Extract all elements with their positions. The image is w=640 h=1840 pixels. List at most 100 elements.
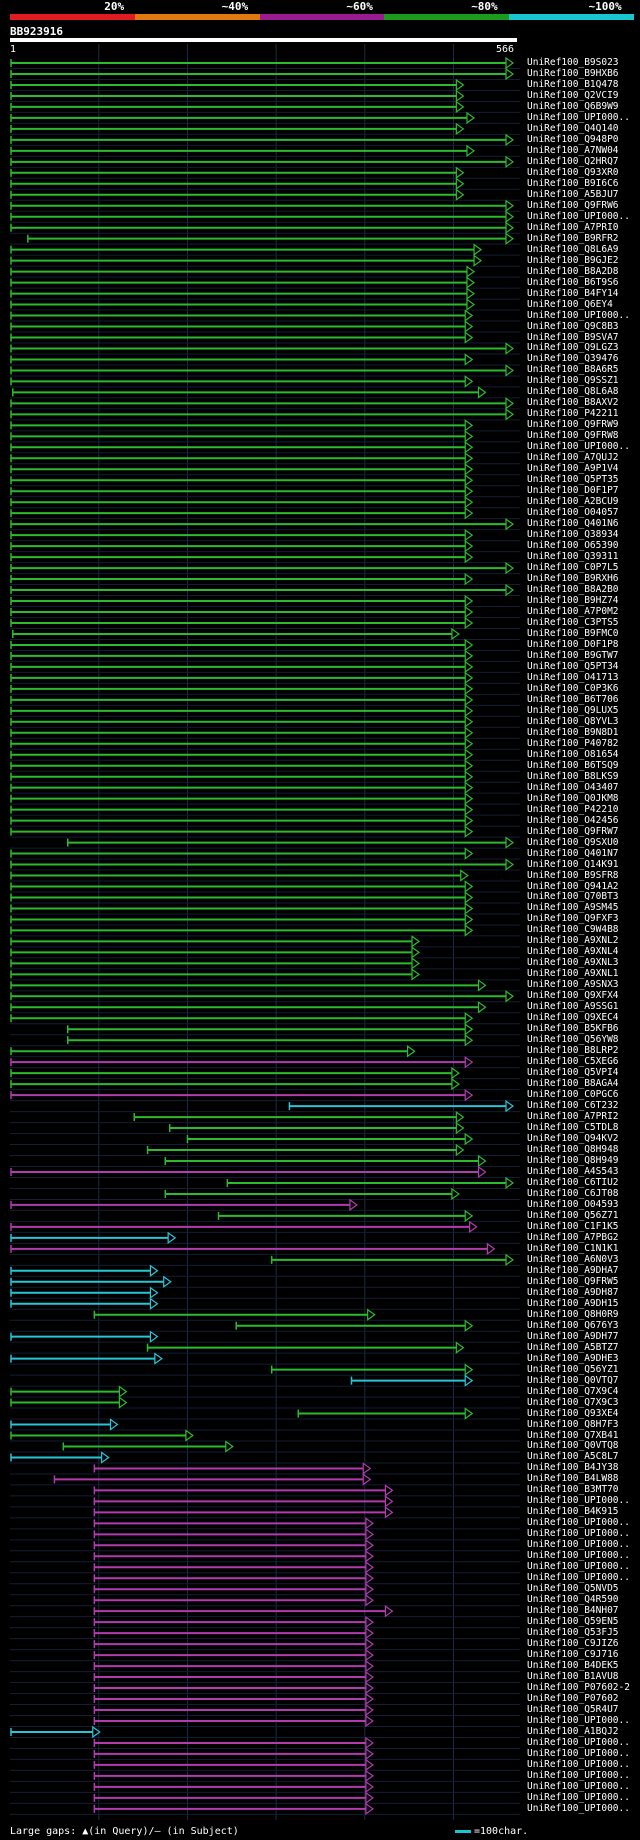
hit-label[interactable]: UniRef100_C5XEG6 bbox=[527, 1056, 619, 1068]
hit-label[interactable]: UniRef100_Q8H948 bbox=[527, 1144, 619, 1156]
hit-label[interactable]: UniRef100_A7PRI0 bbox=[527, 221, 619, 233]
hit-label[interactable]: UniRef100_Q9SXU0 bbox=[527, 836, 619, 848]
hit-label[interactable]: UniRef100_Q14K91 bbox=[527, 858, 619, 870]
hit-label[interactable]: UniRef100_Q401N7 bbox=[527, 847, 619, 859]
hit-label[interactable]: UniRef100_Q0VTQ7 bbox=[527, 1374, 619, 1386]
hit-label[interactable]: UniRef100_UPI000.. bbox=[527, 1495, 630, 1507]
hit-label[interactable]: UniRef100_C9J716 bbox=[527, 1649, 619, 1661]
hit-label[interactable]: UniRef100_B9SFR8 bbox=[527, 869, 619, 881]
hit-label[interactable]: UniRef100_UPI000.. bbox=[527, 1714, 630, 1726]
hit-label[interactable]: UniRef100_B9HZ74 bbox=[527, 595, 619, 607]
hit-label[interactable]: UniRef100_A4S543 bbox=[527, 1165, 619, 1177]
hit-label[interactable]: UniRef100_Q6EY4 bbox=[527, 298, 613, 310]
hit-label[interactable]: UniRef100_Q5NVD5 bbox=[527, 1583, 619, 1595]
hit-label[interactable]: UniRef100_A6N0V3 bbox=[527, 1253, 619, 1265]
hit-label[interactable]: UniRef100_A5BTZ7 bbox=[527, 1341, 619, 1353]
hit-label[interactable]: UniRef100_O04057 bbox=[527, 507, 619, 519]
hit-label[interactable]: UniRef100_C3PTS5 bbox=[527, 616, 619, 628]
hit-label[interactable]: UniRef100_A9XNL3 bbox=[527, 957, 619, 969]
hit-label[interactable]: UniRef100_B9S023 bbox=[527, 57, 619, 68]
hit-label[interactable]: UniRef100_Q56YW8 bbox=[527, 1034, 619, 1046]
hit-label[interactable]: UniRef100_P40782 bbox=[527, 737, 619, 749]
hit-label[interactable]: UniRef100_Q56YZ1 bbox=[527, 1363, 619, 1375]
hit-label[interactable]: UniRef100_Q94KV2 bbox=[527, 1133, 619, 1145]
hit-label[interactable]: UniRef100_B9GTW7 bbox=[527, 649, 619, 661]
hit-label[interactable]: UniRef100_Q5VPI4 bbox=[527, 1067, 619, 1079]
hit-label[interactable]: UniRef100_B6TSQ9 bbox=[527, 759, 619, 771]
hit-label[interactable]: UniRef100_Q4Q140 bbox=[527, 122, 619, 134]
hit-label[interactable]: UniRef100_B1AVU8 bbox=[527, 1671, 619, 1683]
hit-label[interactable]: UniRef100_Q401N6 bbox=[527, 518, 619, 530]
hit-label[interactable]: UniRef100_Q8L6A9 bbox=[527, 243, 619, 255]
hit-label[interactable]: UniRef100_UPI000.. bbox=[527, 1736, 630, 1748]
hit-label[interactable]: UniRef100_C9JIZ6 bbox=[527, 1638, 619, 1650]
hit-label[interactable]: UniRef100_UPI000.. bbox=[527, 1791, 630, 1803]
hit-label[interactable]: UniRef100_UPI000.. bbox=[527, 1780, 630, 1792]
hit-label[interactable]: UniRef100_P07602 bbox=[527, 1693, 619, 1705]
hit-label[interactable]: UniRef100_O41713 bbox=[527, 671, 619, 683]
hit-label[interactable]: UniRef100_C6JT08 bbox=[527, 1187, 619, 1199]
hit-label[interactable]: UniRef100_B9I6C6 bbox=[527, 177, 619, 189]
hit-label[interactable]: UniRef100_Q2VCI9 bbox=[527, 89, 619, 101]
hit-label[interactable]: UniRef100_Q948P0 bbox=[527, 133, 619, 145]
hit-label[interactable]: UniRef100_O65390 bbox=[527, 540, 619, 552]
hit-label[interactable]: UniRef100_Q9C8B3 bbox=[527, 320, 619, 332]
hit-label[interactable]: UniRef100_UPI000.. bbox=[527, 1572, 630, 1584]
hit-label[interactable]: UniRef100_A7PRI2 bbox=[527, 1111, 619, 1123]
hit-label[interactable]: UniRef100_O42456 bbox=[527, 814, 619, 826]
hit-label[interactable]: UniRef100_B8A2B0 bbox=[527, 584, 619, 596]
hit-label[interactable]: UniRef100_Q9LGZ3 bbox=[527, 342, 619, 354]
hit-label[interactable]: UniRef100_Q9FRW8 bbox=[527, 430, 619, 442]
hit-label[interactable]: UniRef100_Q6B9W9 bbox=[527, 100, 619, 112]
hit-label[interactable]: UniRef100_Q7X9C3 bbox=[527, 1396, 619, 1408]
hit-label[interactable]: UniRef100_Q39311 bbox=[527, 551, 619, 563]
hit-label[interactable]: UniRef100_B8A6R5 bbox=[527, 364, 619, 376]
hit-label[interactable]: UniRef100_Q9FXF3 bbox=[527, 913, 619, 925]
hit-label[interactable]: UniRef100_C6TIU2 bbox=[527, 1176, 619, 1188]
hit-label[interactable]: UniRef100_Q9FRW9 bbox=[527, 419, 619, 431]
hit-label[interactable]: UniRef100_B4FY14 bbox=[527, 287, 619, 299]
hit-label[interactable]: UniRef100_B9FMC0 bbox=[527, 627, 619, 639]
hit-label[interactable]: UniRef100_Q941A2 bbox=[527, 880, 619, 892]
hit-label[interactable]: UniRef100_UPI000.. bbox=[527, 1539, 630, 1551]
hit-label[interactable]: UniRef100_B9GJE2 bbox=[527, 254, 619, 266]
hit-label[interactable]: UniRef100_B8A2D8 bbox=[527, 265, 619, 277]
hit-label[interactable]: UniRef100_O81654 bbox=[527, 748, 619, 760]
hit-label[interactable]: UniRef100_Q0JKM8 bbox=[527, 792, 619, 804]
hit-label[interactable]: UniRef100_Q9FRW5 bbox=[527, 1275, 619, 1287]
hit-label[interactable]: UniRef100_Q56Z71 bbox=[527, 1209, 619, 1221]
hit-label[interactable]: UniRef100_UPI000.. bbox=[527, 1747, 630, 1759]
hit-label[interactable]: UniRef100_UPI000.. bbox=[527, 1769, 630, 1781]
hit-label[interactable]: UniRef100_C0P3K6 bbox=[527, 682, 619, 694]
hit-label[interactable]: UniRef100_Q5PT34 bbox=[527, 660, 619, 672]
hit-label[interactable]: UniRef100_C0PGC6 bbox=[527, 1089, 619, 1101]
hit-label[interactable]: UniRef100_C1N1K1 bbox=[527, 1242, 619, 1254]
hit-label[interactable]: UniRef100_Q7X9C4 bbox=[527, 1385, 619, 1397]
hit-label[interactable]: UniRef100_D0F1P8 bbox=[527, 638, 619, 650]
hit-label[interactable]: UniRef100_A9DH77 bbox=[527, 1330, 619, 1342]
hit-label[interactable]: UniRef100_Q59EN5 bbox=[527, 1616, 619, 1628]
hit-label[interactable]: UniRef100_UPI000.. bbox=[527, 1550, 630, 1562]
hit-label[interactable]: UniRef100_Q39476 bbox=[527, 353, 619, 365]
hit-label[interactable]: UniRef100_UPI000.. bbox=[527, 1802, 630, 1814]
hit-label[interactable]: UniRef100_B6T706 bbox=[527, 693, 619, 705]
hit-label[interactable]: UniRef100_UPI000.. bbox=[527, 1758, 630, 1770]
hit-label[interactable]: UniRef100_Q9XFX4 bbox=[527, 990, 619, 1002]
hit-label[interactable]: UniRef100_B8AGA4 bbox=[527, 1078, 619, 1090]
hit-label[interactable]: UniRef100_B4K915 bbox=[527, 1506, 619, 1518]
hit-label[interactable]: UniRef100_Q8L6A8 bbox=[527, 386, 619, 398]
hit-label[interactable]: UniRef100_A9DH87 bbox=[527, 1286, 619, 1298]
hit-label[interactable]: UniRef100_O04593 bbox=[527, 1198, 619, 1210]
hit-label[interactable]: UniRef100_Q676Y3 bbox=[527, 1319, 619, 1331]
hit-label[interactable]: UniRef100_C5TDL8 bbox=[527, 1122, 619, 1134]
hit-label[interactable]: UniRef100_P07602-2 bbox=[527, 1682, 630, 1694]
hit-label[interactable]: UniRef100_B9N8D1 bbox=[527, 726, 619, 738]
hit-label[interactable]: UniRef100_Q70BT3 bbox=[527, 891, 619, 903]
hit-label[interactable]: UniRef100_Q9FRW7 bbox=[527, 825, 619, 837]
hit-label[interactable]: UniRef100_A9SSG1 bbox=[527, 1001, 619, 1013]
hit-label[interactable]: UniRef100_B9HXB6 bbox=[527, 67, 619, 79]
hit-label[interactable]: UniRef100_B1Q478 bbox=[527, 78, 619, 90]
hit-label[interactable]: UniRef100_A9XNL2 bbox=[527, 935, 619, 947]
hit-label[interactable]: UniRef100_Q8YVL3 bbox=[527, 715, 619, 727]
hit-label[interactable]: UniRef100_Q0VTQ8 bbox=[527, 1440, 619, 1452]
